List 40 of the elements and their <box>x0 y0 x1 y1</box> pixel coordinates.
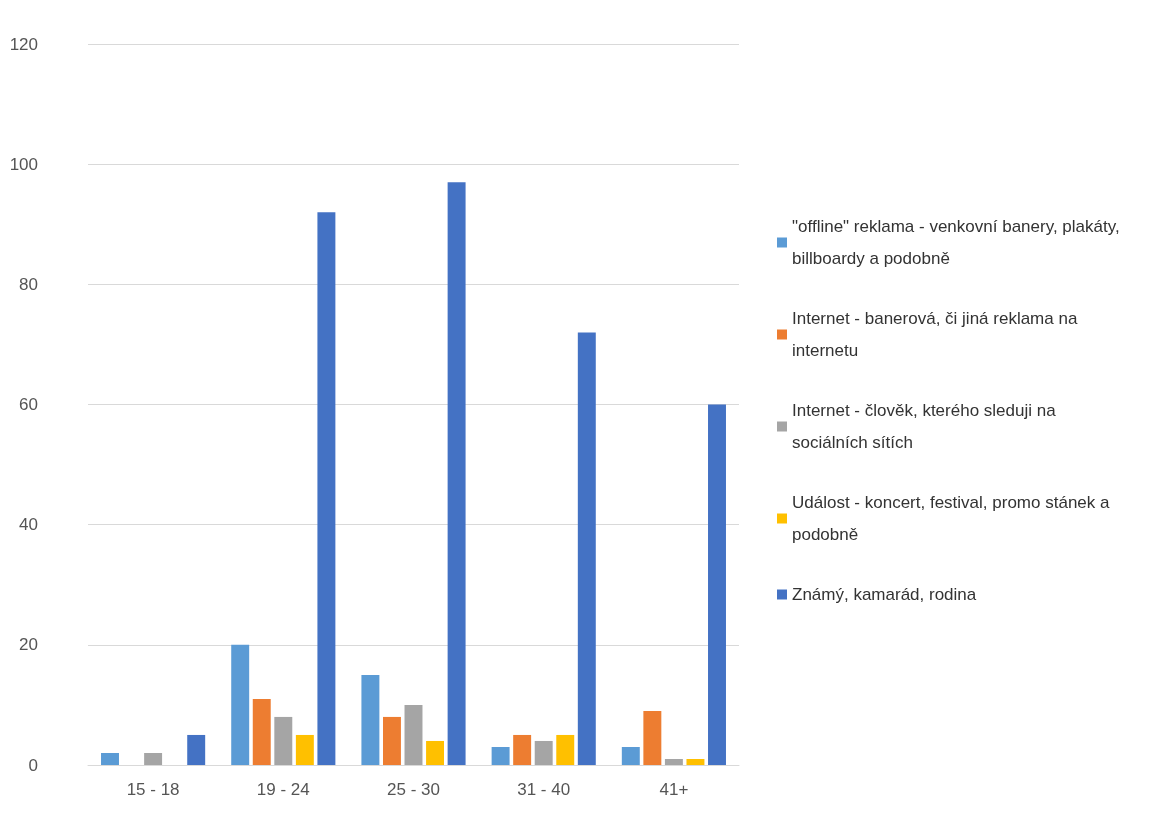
bar <box>686 758 705 765</box>
bar <box>621 746 640 765</box>
y-tick-label: 0 <box>28 755 38 775</box>
bar <box>187 734 206 765</box>
bar <box>447 182 466 765</box>
legend-label: "offline" reklama - venkovní banery, plakáty, billboardy a podobně <box>792 217 1125 268</box>
x-tick-label: 15 - 18 <box>126 780 180 799</box>
y-tick-label: 60 <box>19 395 38 414</box>
legend-label: Internet - člověk, kterého sleduji na sociálních sítích <box>792 401 1061 452</box>
bar <box>556 734 575 765</box>
bar <box>664 758 683 765</box>
y-tick-label: 100 <box>9 154 38 174</box>
x-tick-label: 41+ <box>659 780 689 799</box>
bar <box>252 698 271 765</box>
y-tick-label: 80 <box>19 274 38 294</box>
y-tick-label: 120 <box>9 34 38 54</box>
legend-label: Internet - banerová, či jiná reklama na internetu <box>792 309 1083 360</box>
bar <box>643 710 662 765</box>
y-tick-label: 40 <box>19 515 38 535</box>
legend-label: Známý, kamarád, rodina <box>792 585 977 604</box>
bar <box>361 674 380 765</box>
bar <box>382 716 401 765</box>
x-tick-label: 31 - 40 <box>517 780 571 799</box>
bar <box>491 746 510 765</box>
bar <box>274 716 293 765</box>
legend-label: Událost - koncert, festival, promo stánek a podobně <box>792 493 1115 544</box>
bar <box>426 740 445 765</box>
bar <box>404 704 423 765</box>
bar <box>231 644 250 765</box>
bar <box>513 734 532 765</box>
bar <box>534 740 553 765</box>
x-tick-label: 25 - 30 <box>387 780 440 799</box>
y-tick-label: 20 <box>19 635 38 655</box>
bar <box>144 752 163 765</box>
bar <box>101 752 119 765</box>
x-tick-label: 19 - 24 <box>256 780 310 799</box>
bar <box>577 332 596 765</box>
bar <box>708 404 726 765</box>
bar <box>295 734 314 765</box>
bar <box>317 212 336 765</box>
